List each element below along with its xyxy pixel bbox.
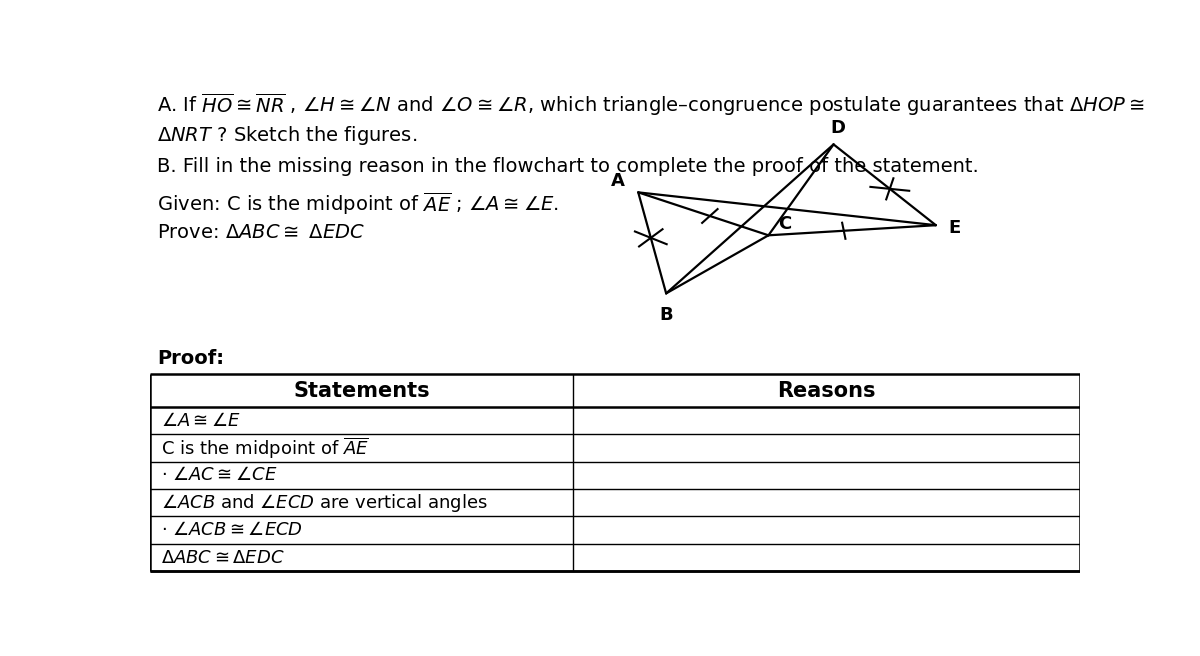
Text: A: A [611, 172, 624, 190]
Text: · $\angle ACB \cong \angle ECD$: · $\angle ACB \cong \angle ECD$ [161, 521, 304, 539]
Text: C: C [778, 215, 791, 233]
Text: Prove: $\Delta ABC \cong$ $\Delta EDC$: Prove: $\Delta ABC \cong$ $\Delta EDC$ [157, 222, 366, 241]
Text: B. Fill in the missing reason in the flowchart to complete the proof of the stat: B. Fill in the missing reason in the flo… [157, 157, 979, 176]
Text: Statements: Statements [293, 380, 430, 401]
Text: Given: C is the midpoint of $\overline{AE}$ ; $\angle A \cong \angle E$.: Given: C is the midpoint of $\overline{A… [157, 190, 559, 216]
Text: Proof:: Proof: [157, 349, 224, 368]
Text: $\Delta ABC \cong \Delta EDC$: $\Delta ABC \cong \Delta EDC$ [161, 548, 284, 567]
Text: Reasons: Reasons [778, 380, 876, 401]
Text: $\angle ACB$ and $\angle ECD$ are vertical angles: $\angle ACB$ and $\angle ECD$ are vertic… [161, 492, 488, 514]
Text: E: E [948, 218, 960, 237]
Text: $\Delta NRT$ ? Sketch the figures.: $\Delta NRT$ ? Sketch the figures. [157, 124, 418, 147]
Text: · $\angle AC \cong \angle CE$: · $\angle AC \cong \angle CE$ [161, 466, 277, 484]
Text: A. If $\overline{HO} \cong \overline{NR}$ , $\angle H \cong \angle N$ and $\angl: A. If $\overline{HO} \cong \overline{NR}… [157, 91, 1145, 118]
Text: $\angle A \cong \angle E$: $\angle A \cong \angle E$ [161, 412, 241, 430]
Text: C is the midpoint of $\overline{AE}$: C is the midpoint of $\overline{AE}$ [161, 436, 370, 461]
Text: B: B [659, 306, 673, 324]
Text: D: D [830, 119, 846, 137]
